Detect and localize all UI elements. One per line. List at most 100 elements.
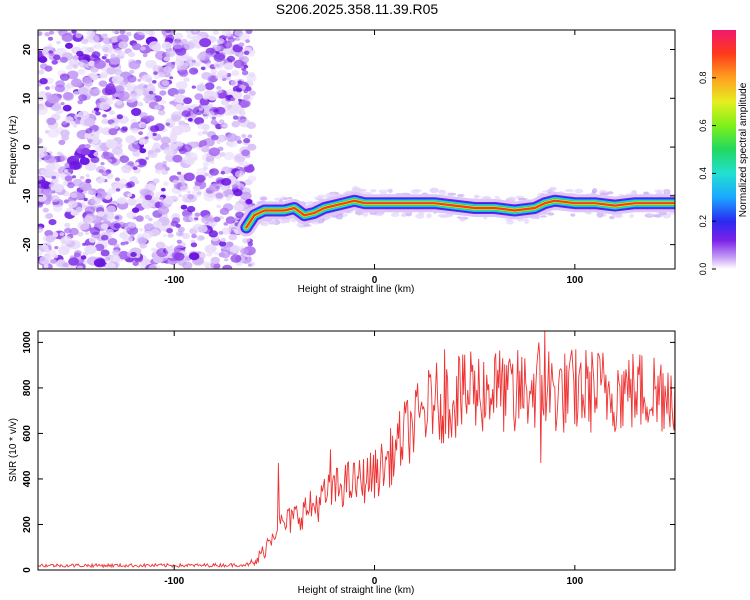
noise-blob (194, 93, 204, 101)
track-halo (654, 189, 664, 193)
noise-blob (209, 168, 219, 176)
noise-blob (95, 176, 106, 184)
noise-blob (146, 115, 155, 122)
noise-blob (50, 258, 57, 264)
noise-blob (39, 255, 52, 265)
noise-blob (38, 139, 42, 144)
noise-blob (59, 73, 70, 81)
noise-blob (169, 134, 178, 140)
noise-blob (235, 87, 243, 93)
noise-blob (58, 246, 70, 256)
noise-blob (226, 55, 236, 63)
noise-blob (138, 131, 144, 136)
noise-blob (165, 34, 175, 42)
noise-blob (59, 155, 67, 161)
noise-blob (225, 63, 233, 69)
noise-blob (108, 110, 115, 115)
noise-blob (125, 227, 131, 231)
noise-blob (144, 136, 149, 140)
noise-blob (230, 97, 236, 102)
noise-blob (85, 162, 97, 171)
noise-blob (126, 75, 137, 83)
noise-blob (38, 179, 49, 189)
noise-blob (127, 51, 136, 58)
noise-blob (103, 38, 108, 43)
track-halo (268, 219, 277, 225)
noise-blob (78, 193, 85, 199)
track-halo (447, 192, 457, 196)
noise-blob (176, 141, 184, 147)
noise-blob (194, 212, 201, 217)
colorbar-ticks: 0.0 0.2 0.4 0.6 0.8 (698, 72, 716, 276)
noise-blob (195, 174, 206, 183)
noise-blob (75, 32, 82, 39)
noise-blob (154, 104, 162, 110)
noise-blob (196, 168, 207, 177)
noise-blob (208, 174, 214, 179)
noise-blob (202, 124, 210, 131)
noise-blob (69, 227, 79, 236)
noise-blob (45, 92, 52, 98)
track-halo (290, 219, 297, 223)
x-tick-label: -100 (164, 275, 184, 286)
noise-blob (39, 63, 48, 70)
track-halo (574, 188, 584, 194)
noise-blob (213, 61, 224, 69)
noise-blob (175, 103, 184, 110)
noise-blob (198, 226, 202, 230)
noise-blob (161, 205, 166, 209)
noise-blob (177, 88, 186, 95)
noise-blob (247, 134, 253, 138)
noise-blob (106, 205, 117, 213)
noise-blob (125, 31, 132, 37)
snr-panel: -100 0 100 0 200 400 600 800 1000 Height of str… (8, 330, 676, 596)
noise-blob (203, 116, 208, 120)
noise-blob (111, 30, 119, 34)
noise-blob (97, 211, 105, 217)
track-halo (352, 187, 361, 192)
noise-blob (231, 184, 239, 190)
noise-blob (233, 203, 244, 212)
noise-blob (95, 111, 101, 116)
noise-blob (52, 103, 62, 111)
noise-blob (137, 101, 144, 107)
noise-blob (88, 237, 97, 243)
noise-blob (107, 187, 117, 195)
noise-blob (63, 169, 69, 173)
noise-blob (205, 52, 212, 57)
noise-blob (186, 152, 198, 161)
noise-blob (60, 129, 70, 138)
noise-blob (138, 122, 147, 129)
noise-blob (102, 114, 107, 118)
noise-blob (193, 185, 201, 191)
noise-blob (137, 78, 142, 82)
noise-blob (218, 231, 224, 235)
noise-blob (232, 115, 239, 120)
noise-blob (104, 53, 109, 57)
noise-blob (145, 59, 157, 69)
noise-blob (216, 88, 223, 94)
colorbar-tick-label: 0.0 (698, 263, 708, 276)
noise-blob (204, 82, 215, 90)
noise-blob (204, 265, 210, 269)
track-halo (362, 211, 369, 217)
noise-blob (147, 149, 155, 155)
noise-blob (84, 231, 90, 235)
noise-blob (169, 100, 175, 105)
noise-blob (232, 90, 243, 99)
noise-blob (197, 131, 204, 137)
noise-blob (163, 181, 170, 186)
noise-blob (119, 155, 130, 163)
noise-blob (85, 173, 90, 178)
noise-blob (154, 148, 161, 153)
noise-blob (165, 49, 176, 58)
noise-blob (45, 235, 56, 243)
noise-blob (109, 56, 121, 65)
noise-blob (85, 178, 92, 184)
noise-blob (85, 128, 93, 134)
noise-blob (209, 218, 215, 223)
noise-blob (163, 66, 173, 74)
noise-blob (243, 89, 248, 94)
signal-track (237, 185, 675, 243)
noise-blob (239, 108, 245, 112)
